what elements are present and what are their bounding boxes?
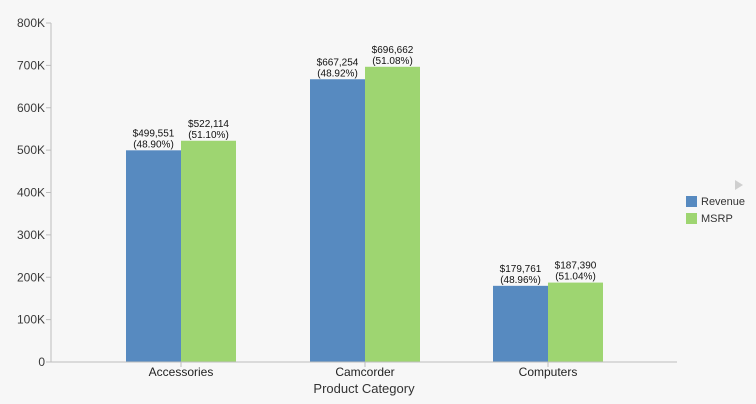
data-label-percent: (48.90%) (133, 139, 174, 150)
x-tick-label: Computers (519, 365, 578, 379)
data-label-percent: (48.92%) (317, 68, 358, 79)
data-label-value: $696,662 (372, 45, 414, 56)
bar-msrp-accessories[interactable] (181, 140, 236, 362)
data-label-percent: (48.96%) (500, 275, 541, 286)
data-label-value: $499,551 (133, 128, 175, 139)
bar-revenue-computers[interactable] (493, 285, 548, 362)
legend-swatch-msrp[interactable] (686, 213, 697, 224)
bar-revenue-camcorder[interactable] (310, 79, 365, 363)
x-axis-title: Product Category (313, 381, 415, 396)
y-tick-label: 500K (17, 143, 45, 157)
bar-msrp-computers[interactable] (548, 282, 603, 362)
data-label-percent: (51.08%) (372, 56, 413, 67)
bar-msrp-camcorder[interactable] (365, 66, 420, 362)
legend-label-revenue[interactable]: Revenue (701, 196, 745, 208)
y-tick-label: 400K (17, 186, 45, 200)
data-label-value: $187,390 (555, 261, 597, 272)
legend-label-msrp[interactable]: MSRP (701, 213, 733, 225)
y-tick-label: 800K (17, 16, 45, 30)
y-tick-label: 600K (17, 101, 45, 115)
y-tick-label: 100K (17, 313, 45, 327)
y-axis: 0 100K 200K 300K 400K 500K 600K 700K 800K (17, 16, 52, 369)
x-tick-label: Camcorder (335, 365, 394, 379)
x-axis: Accessories Camcorder Computers (51, 361, 677, 379)
bars: $499,551(48.90%) $667,254(48.92%) $179,761… (126, 45, 603, 363)
play-triangle-icon[interactable] (735, 180, 743, 190)
y-tick-label: 0 (38, 355, 45, 369)
bar-revenue-accessories[interactable] (126, 150, 181, 362)
data-label-percent: (51.04%) (555, 272, 596, 283)
data-label-value: $667,254 (317, 57, 359, 68)
data-label-value: $179,761 (500, 264, 542, 275)
legend-swatch-revenue[interactable] (686, 196, 697, 207)
x-tick-label: Accessories (149, 365, 214, 379)
legend: Revenue MSRP (686, 196, 745, 225)
y-tick-label: 700K (17, 58, 45, 72)
data-label-percent: (51.10%) (188, 130, 229, 141)
y-tick-label: 300K (17, 228, 45, 242)
data-label-value: $522,114 (188, 119, 229, 130)
y-tick-label: 200K (17, 270, 45, 284)
